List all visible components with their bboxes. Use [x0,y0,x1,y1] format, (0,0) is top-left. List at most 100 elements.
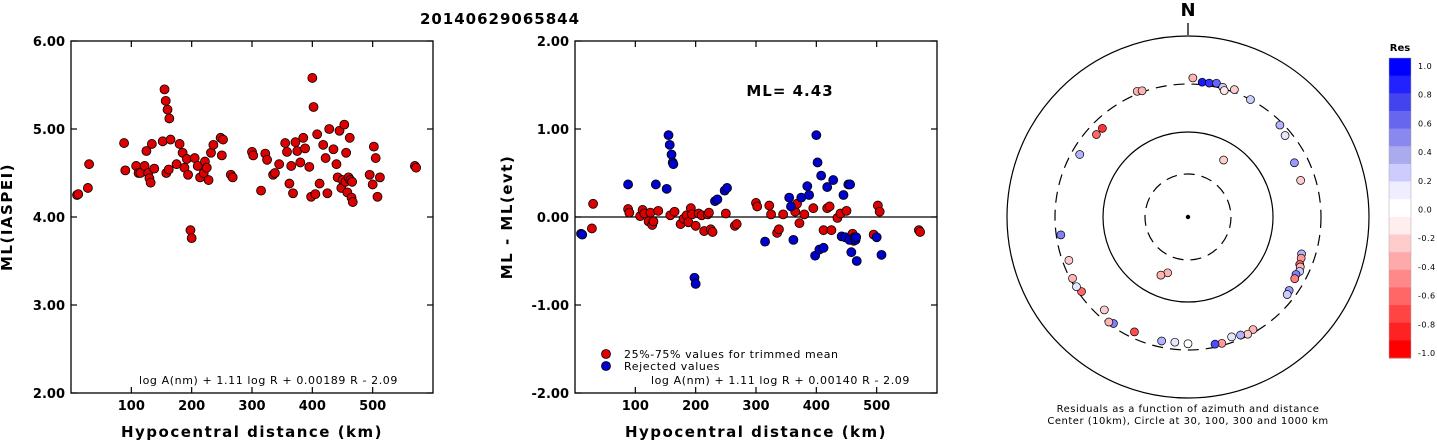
colorbar-cell [1389,322,1411,341]
data-point [845,179,856,190]
colorbar-tick-label: 0.0 [1418,206,1432,215]
data-point [84,159,94,170]
data-point [766,209,776,220]
colorbar-tick-label: -0.6 [1418,292,1436,301]
y-tick-label: 5.00 [33,123,65,138]
data-point [146,139,157,149]
data-point [270,168,280,178]
y-tick-label: 1.00 [537,123,569,138]
x-tick-label: 100 [622,399,649,414]
station-point [1296,176,1305,185]
north-label: N [1180,0,1195,21]
plot2-ylabel: ML - ML(evt) [498,155,516,279]
data-point [812,157,823,168]
data-point [208,139,219,150]
x-tick-label: 200 [682,399,709,414]
ring-30km [1144,173,1232,261]
data-point [300,143,310,154]
station-point [1075,150,1085,159]
data-point [308,102,319,112]
ml-annotation: ML= 4.43 [746,82,833,100]
data-point [623,179,633,190]
x-tick-label: 400 [299,399,326,414]
y-tick-label: -1.00 [532,299,569,314]
colorbar-cell [1389,181,1411,200]
data-point [774,224,784,235]
legend-marker-rejected [601,361,611,371]
data-point [364,169,375,180]
plot2-formula: log A(nm) + 1.11 log R + 0.00140 R - 2.0… [651,374,910,387]
colorbar-tick-label: 0.6 [1418,119,1432,128]
station-point [1246,95,1255,104]
data-point [794,218,805,229]
data-point [802,181,813,192]
plot1-formula: log A(nm) + 1.11 log R + 0.00189 R - 2.0… [139,374,398,387]
data-point [282,146,292,157]
colorbar-cell [1389,234,1411,253]
residual-vs-distance-plot: 100 200 300 400 500 -2.00 -1.00 0.00 1.00 2.00 ML… [498,35,938,441]
data-point [320,153,331,163]
x-tick-label: 300 [238,399,265,414]
station-residual-points [1056,73,1306,349]
data-point [804,190,814,200]
data-point [816,170,827,181]
data-point [248,150,259,161]
data-point [720,208,731,219]
plot2-xlabel: Hypocentral distance (km) [625,423,887,441]
data-point [227,172,238,183]
x-tick-label: 500 [863,399,890,414]
data-point [344,132,355,143]
data-point [145,177,156,188]
data-point [183,169,193,180]
colorbar-cells [1388,57,1412,359]
data-point [712,194,723,205]
magnitude-vs-distance-plot: 100 200 300 400 500 2.00 3.00 4.00 5.00 6.00 log … [0,35,434,441]
data-point [786,201,796,212]
y-tick-label: 4.00 [33,211,65,226]
data-point [328,144,339,155]
colorbar-tick-label: 0.2 [1418,177,1432,186]
data-point [624,207,635,218]
station-point [1130,327,1139,337]
colorbar-tick-label: 0.4 [1418,148,1432,157]
data-point [588,198,598,209]
colorbar-frame [1388,57,1412,359]
data-point [871,232,882,243]
data-point [149,163,160,174]
data-point [331,159,342,170]
data-point [788,234,799,245]
station-point [1280,131,1290,140]
data-point [304,161,315,172]
station-point [1156,270,1166,280]
station-point [1219,155,1228,165]
colorbar-tick-label: -0.2 [1418,234,1436,243]
x-tick-label: 400 [803,399,830,414]
data-point [186,233,197,244]
station-point [1227,332,1236,342]
data-point [314,178,325,189]
data-point [826,225,837,236]
data-point [216,150,227,161]
data-point [731,219,742,229]
colorbar-cell [1389,128,1411,147]
station-point [1104,317,1114,327]
data-point [663,130,674,141]
data-point [690,278,701,289]
data-point [312,129,323,140]
colorbar-cell [1389,216,1411,235]
data-point [119,138,129,148]
station-point [1056,230,1066,240]
data-point [666,149,677,160]
colorbar-cell [1389,305,1411,324]
station-point [1219,86,1229,95]
colorbar-ticks: 1.0 0.8 0.6 0.4 0.2 0.0 -0.2 -0.4 -0.6 -0.8 -1.0 [1418,62,1436,358]
station-point [1275,120,1285,130]
legend-label-trimmed: 25%-75% values for trimmed mean [624,348,839,361]
data-point [367,179,378,190]
station-point [1290,274,1300,283]
station-point [1210,339,1220,349]
colorbar-cell [1389,340,1411,359]
data-point [851,256,862,266]
station-point [1282,290,1292,299]
